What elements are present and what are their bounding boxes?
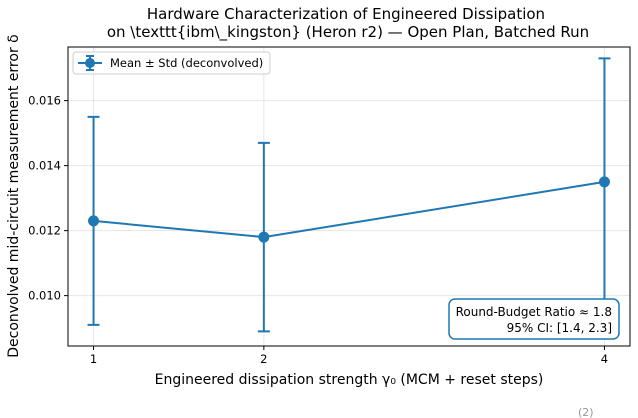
x-axis-label: Engineered dissipation strength γ₀ (MCM … bbox=[155, 372, 544, 388]
legend: Mean ± Std (deconvolved) bbox=[72, 51, 271, 75]
legend-label: Mean ± Std (deconvolved) bbox=[110, 56, 263, 70]
series bbox=[87, 57, 611, 333]
x-tick-label: 4 bbox=[601, 352, 608, 366]
y-tick-label: 0.014 bbox=[28, 159, 61, 173]
chart-title-line2: on \texttt{ibm\_kingston} (Heron r2) — O… bbox=[107, 23, 589, 42]
y-axis-label: Deconvolved mid-circuit measurement erro… bbox=[6, 34, 22, 357]
chart-title-line1: Hardware Characterization of Engineered … bbox=[147, 5, 545, 23]
legend-marker bbox=[85, 58, 95, 68]
annotation-line1: Round-Budget Ratio ≈ 1.8 bbox=[456, 305, 612, 319]
y-tick-label: 0.010 bbox=[28, 289, 61, 303]
series-line bbox=[93, 180, 605, 239]
corner-fragment: (2) bbox=[578, 406, 594, 418]
y-tick-label: 0.016 bbox=[28, 94, 61, 108]
data-point bbox=[258, 231, 270, 243]
x-tick-label: 1 bbox=[90, 352, 97, 366]
annotation-line2: 95% CI: [1.4, 2.3] bbox=[507, 321, 612, 335]
annotation-box bbox=[448, 298, 620, 340]
plot-frame bbox=[67, 46, 631, 347]
x-tick-label: 2 bbox=[260, 352, 267, 366]
legend-box bbox=[72, 51, 271, 75]
data-point bbox=[88, 215, 100, 227]
data-point bbox=[598, 176, 610, 188]
annotation: Round-Budget Ratio ≈ 1.8 95% CI: [1.4, 2… bbox=[448, 298, 620, 340]
y-tick-label: 0.012 bbox=[28, 224, 61, 238]
ticks: 0.010 0.012 0.014 0.016 1 2 4 bbox=[28, 94, 608, 366]
